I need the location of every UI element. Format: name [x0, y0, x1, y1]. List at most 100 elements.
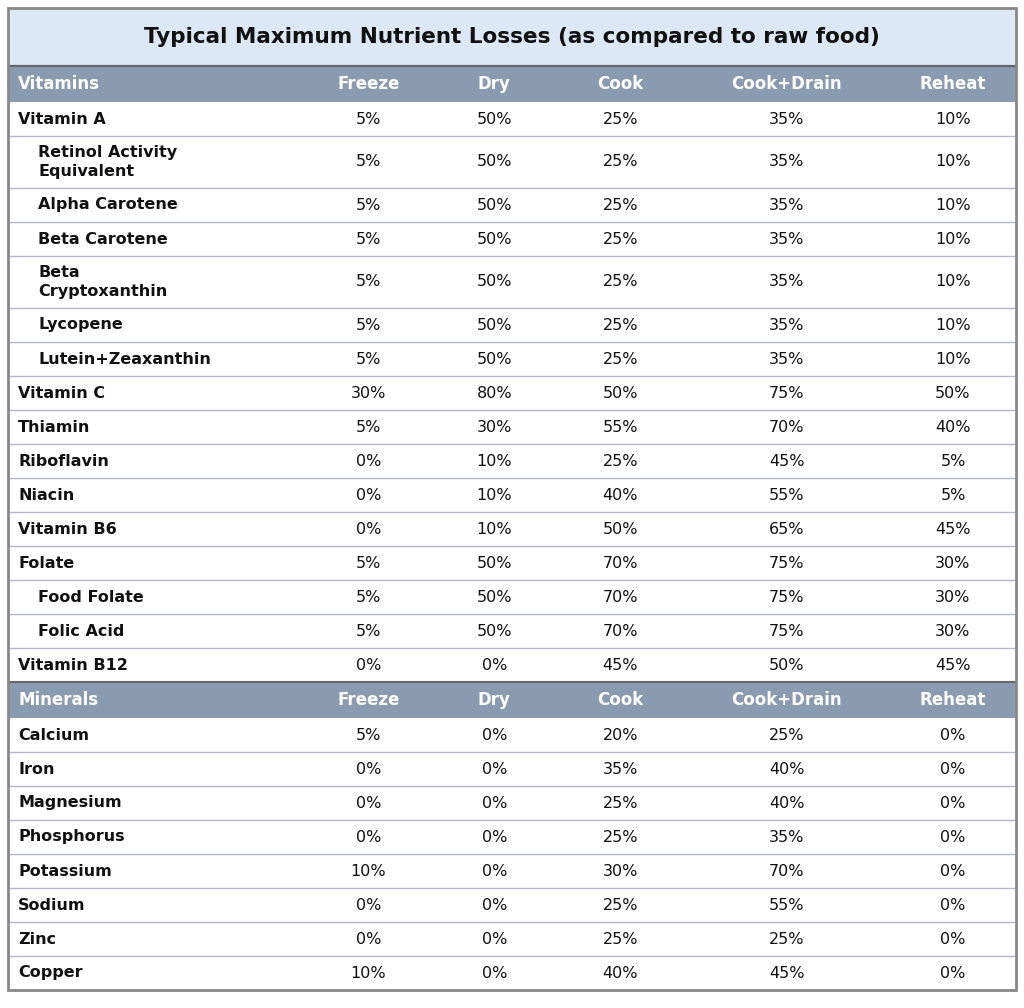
- Bar: [8, 188, 1016, 222]
- Text: Reheat: Reheat: [920, 75, 986, 93]
- Text: 0%: 0%: [355, 454, 381, 469]
- Text: 0%: 0%: [940, 966, 966, 981]
- Bar: [8, 410, 1016, 444]
- Text: 35%: 35%: [769, 232, 805, 247]
- Text: 25%: 25%: [769, 728, 805, 743]
- Text: 55%: 55%: [602, 419, 638, 434]
- Bar: [8, 718, 1016, 752]
- Text: 75%: 75%: [769, 624, 805, 638]
- Text: 80%: 80%: [476, 385, 512, 400]
- Text: 0%: 0%: [481, 761, 507, 776]
- Text: 70%: 70%: [602, 590, 638, 605]
- Text: Cook+Drain: Cook+Drain: [731, 75, 842, 93]
- Text: 25%: 25%: [602, 830, 638, 845]
- Bar: [8, 888, 1016, 922]
- Text: 5%: 5%: [355, 112, 381, 126]
- Text: 0%: 0%: [355, 657, 381, 672]
- Text: 10%: 10%: [476, 454, 512, 469]
- Text: Reheat: Reheat: [920, 691, 986, 709]
- Text: 0%: 0%: [940, 897, 966, 912]
- Text: Vitamin C: Vitamin C: [18, 385, 105, 400]
- Text: 55%: 55%: [769, 897, 805, 912]
- Text: Freeze: Freeze: [337, 75, 399, 93]
- Text: 35%: 35%: [769, 318, 805, 333]
- Text: 30%: 30%: [603, 864, 638, 879]
- Text: 70%: 70%: [769, 419, 805, 434]
- Text: Magnesium: Magnesium: [18, 795, 122, 810]
- Bar: [8, 786, 1016, 820]
- Text: 0%: 0%: [481, 657, 507, 672]
- Text: Calcium: Calcium: [18, 728, 89, 743]
- Bar: [8, 580, 1016, 614]
- Text: 0%: 0%: [481, 795, 507, 810]
- Bar: [8, 66, 1016, 102]
- Text: 75%: 75%: [769, 385, 805, 400]
- Text: 25%: 25%: [602, 112, 638, 126]
- Text: 45%: 45%: [769, 966, 805, 981]
- Text: 40%: 40%: [602, 966, 638, 981]
- Text: Potassium: Potassium: [18, 864, 112, 879]
- Bar: [8, 256, 1016, 308]
- Text: Food Folate: Food Folate: [38, 590, 143, 605]
- Text: 10%: 10%: [350, 966, 386, 981]
- Text: 30%: 30%: [350, 385, 386, 400]
- Text: 50%: 50%: [602, 385, 638, 400]
- Bar: [8, 546, 1016, 580]
- Text: 25%: 25%: [602, 931, 638, 947]
- Text: 0%: 0%: [940, 728, 966, 743]
- Bar: [8, 956, 1016, 990]
- Text: 25%: 25%: [602, 274, 638, 289]
- Text: Sodium: Sodium: [18, 897, 85, 912]
- Text: 10%: 10%: [935, 198, 971, 213]
- Text: 50%: 50%: [935, 385, 971, 400]
- Text: Niacin: Niacin: [18, 488, 75, 503]
- Text: 40%: 40%: [769, 761, 805, 776]
- Text: 5%: 5%: [355, 352, 381, 367]
- Text: 35%: 35%: [769, 112, 805, 126]
- Text: Beta Carotene: Beta Carotene: [38, 232, 168, 247]
- Text: 50%: 50%: [476, 274, 512, 289]
- Text: 5%: 5%: [355, 232, 381, 247]
- Text: 25%: 25%: [602, 318, 638, 333]
- Text: Dry: Dry: [478, 691, 511, 709]
- Bar: [8, 308, 1016, 342]
- Bar: [8, 682, 1016, 718]
- Text: 35%: 35%: [769, 352, 805, 367]
- Bar: [8, 752, 1016, 786]
- Text: 5%: 5%: [355, 555, 381, 571]
- Text: 50%: 50%: [476, 112, 512, 126]
- Text: 0%: 0%: [940, 931, 966, 947]
- Text: 5%: 5%: [355, 624, 381, 638]
- Text: 0%: 0%: [481, 728, 507, 743]
- Text: 40%: 40%: [769, 795, 805, 810]
- Text: 50%: 50%: [602, 521, 638, 536]
- Text: 75%: 75%: [769, 555, 805, 571]
- Text: 75%: 75%: [769, 590, 805, 605]
- Text: 0%: 0%: [355, 830, 381, 845]
- Text: 25%: 25%: [602, 795, 638, 810]
- Text: Vitamin B12: Vitamin B12: [18, 657, 128, 672]
- Text: Beta
Cryptoxanthin: Beta Cryptoxanthin: [38, 265, 167, 298]
- Text: 0%: 0%: [481, 864, 507, 879]
- Text: Phosphorus: Phosphorus: [18, 830, 125, 845]
- Text: 5%: 5%: [940, 488, 966, 503]
- Text: 0%: 0%: [940, 830, 966, 845]
- Text: 50%: 50%: [476, 590, 512, 605]
- Text: 5%: 5%: [355, 154, 381, 169]
- Text: 25%: 25%: [602, 454, 638, 469]
- Bar: [8, 614, 1016, 648]
- Text: 0%: 0%: [481, 966, 507, 981]
- Text: 0%: 0%: [940, 864, 966, 879]
- Text: Thiamin: Thiamin: [18, 419, 90, 434]
- Text: 25%: 25%: [602, 897, 638, 912]
- Text: 5%: 5%: [355, 318, 381, 333]
- Text: Typical Maximum Nutrient Losses (as compared to raw food): Typical Maximum Nutrient Losses (as comp…: [144, 27, 880, 47]
- Text: 0%: 0%: [355, 931, 381, 947]
- Text: Dry: Dry: [478, 75, 511, 93]
- Text: 0%: 0%: [481, 931, 507, 947]
- Text: 50%: 50%: [476, 318, 512, 333]
- Text: 35%: 35%: [769, 198, 805, 213]
- Text: 50%: 50%: [769, 657, 805, 672]
- Text: 50%: 50%: [476, 232, 512, 247]
- Text: Lycopene: Lycopene: [38, 318, 123, 333]
